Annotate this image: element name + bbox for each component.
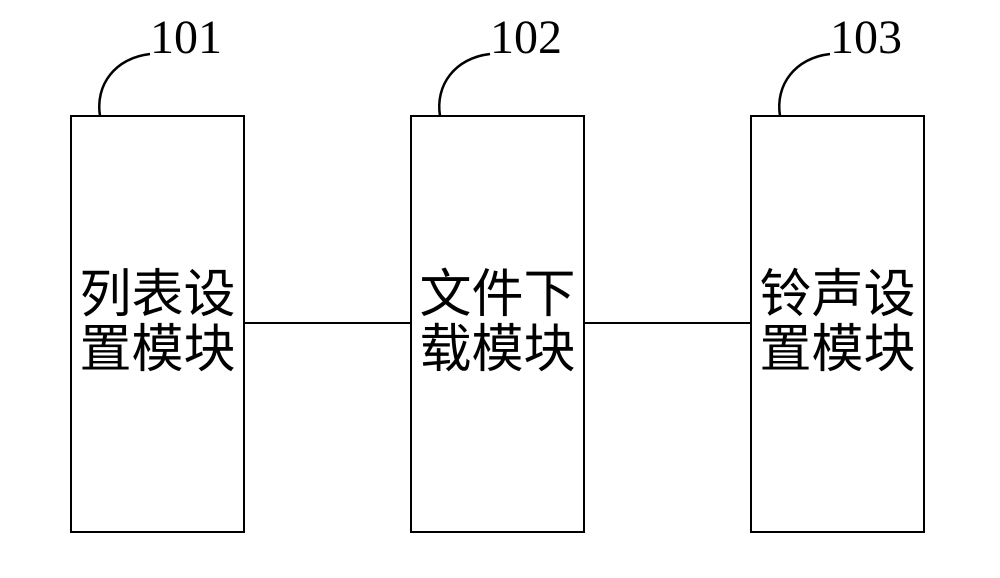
- callout-arc-2: [439, 54, 490, 116]
- connector-b1-b2: [245, 322, 410, 324]
- module-box-3-line1: 铃声设: [759, 269, 915, 324]
- module-box-1-line1: 列表设: [79, 269, 235, 324]
- module-box-2-line1: 文件下: [419, 269, 575, 324]
- module-box-1: 列表设 置模块: [70, 115, 245, 533]
- module-box-3-line2: 置模块: [759, 324, 915, 379]
- connector-b2-b3: [585, 322, 750, 324]
- module-box-2-line2: 载模块: [419, 324, 575, 379]
- callout-arc-3: [779, 54, 830, 116]
- callout-label-3: 103: [830, 10, 902, 65]
- module-box-1-text: 列表设 置模块: [79, 269, 235, 378]
- module-box-3: 铃声设 置模块: [750, 115, 925, 533]
- callout-arc-1: [99, 54, 150, 116]
- callout-label-2: 102: [490, 10, 562, 65]
- diagram-canvas: 列表设 置模块 101 文件下 载模块 102 铃声设 置模块 103: [0, 0, 1000, 578]
- module-box-2: 文件下 载模块: [410, 115, 585, 533]
- module-box-3-text: 铃声设 置模块: [759, 269, 915, 378]
- module-box-1-line2: 置模块: [79, 324, 235, 379]
- module-box-2-text: 文件下 载模块: [419, 269, 575, 378]
- callout-label-1: 101: [150, 10, 222, 65]
